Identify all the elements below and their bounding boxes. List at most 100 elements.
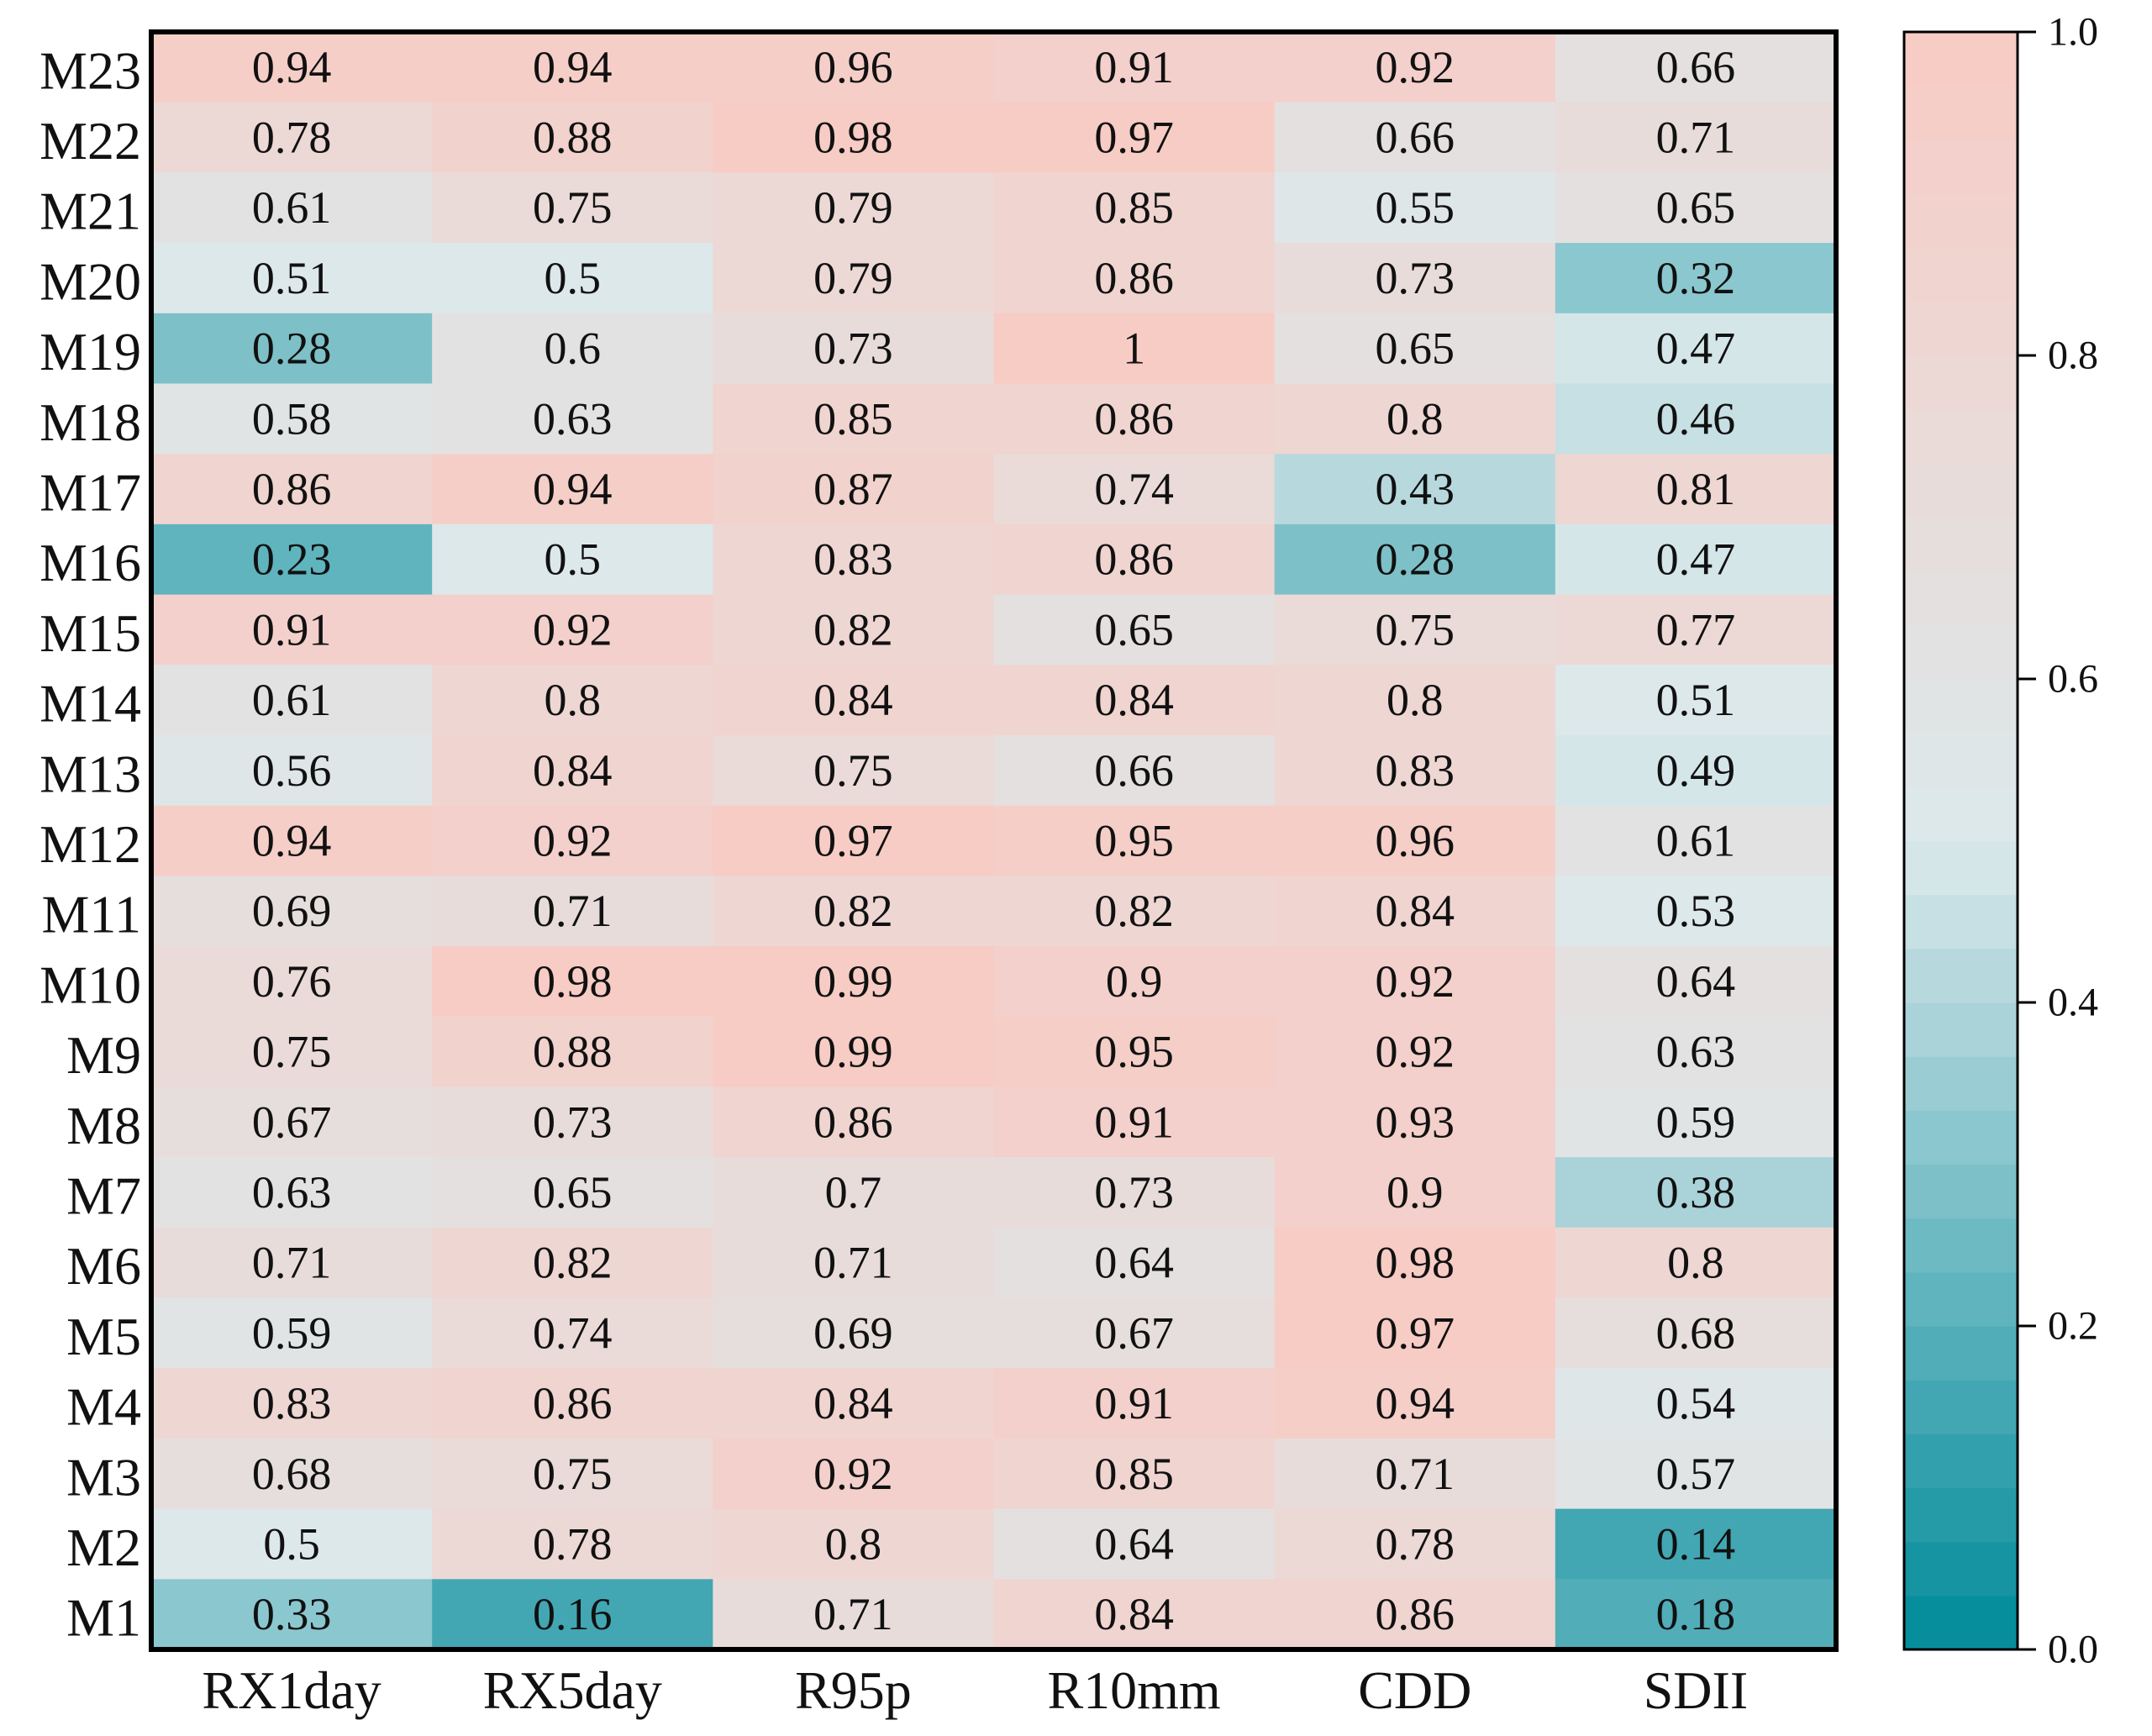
cell-value-label: 0.92	[533, 604, 613, 655]
cell-value-label: 0.94	[252, 42, 332, 92]
cell-value-label: 0.28	[1376, 534, 1455, 585]
heatmap-cell	[1274, 1368, 1556, 1439]
heatmap-cell	[432, 805, 713, 876]
row-label: M2	[66, 1518, 141, 1577]
heatmap-cell	[1274, 454, 1556, 525]
cell-value-label: 0.64	[1656, 956, 1736, 1007]
cell-value-label: 0.75	[1376, 604, 1455, 655]
heatmap-cell	[1555, 805, 1837, 876]
cell-value-label: 0.97	[1376, 1307, 1455, 1358]
heatmap-cell	[993, 313, 1276, 384]
heatmap-cell	[1555, 102, 1837, 173]
heatmap-cell	[713, 383, 994, 455]
cell-value-label: 0.91	[1094, 42, 1174, 92]
heatmap-cell	[1274, 243, 1556, 314]
heatmap-cell	[151, 1086, 433, 1158]
heatmap-cell	[993, 805, 1276, 876]
heatmap-cell	[432, 523, 713, 596]
heatmap-cell	[1274, 172, 1556, 244]
colorbar-band	[1904, 247, 2018, 302]
heatmap-cell	[432, 454, 713, 525]
heatmap-cell	[713, 805, 994, 876]
cell-value-label: 0.86	[1094, 253, 1174, 303]
cell-value-label: 0.67	[1094, 1307, 1174, 1358]
heatmap-cell	[1555, 665, 1837, 736]
heatmap-cell	[1555, 1157, 1837, 1228]
heatmap-cell	[151, 1227, 433, 1299]
cell-value-label: 0.74	[1094, 464, 1174, 514]
heatmap-cell	[1555, 243, 1837, 314]
heatmap-cell	[432, 1368, 713, 1439]
heatmap-cell	[1555, 313, 1837, 384]
heatmap-cell	[1555, 1227, 1837, 1299]
cell-value-label: 0.8	[1386, 675, 1444, 725]
cell-value-label: 0.95	[1094, 816, 1174, 866]
cell-value-label: 0.47	[1656, 534, 1736, 585]
colorbar-band	[1904, 1056, 2018, 1111]
heatmap-cell	[713, 454, 994, 525]
colorbar-band	[1904, 1110, 2018, 1165]
colorbar-frame	[1902, 30, 2019, 1651]
colorbar-band	[1904, 894, 2018, 950]
heatmap-cell	[151, 172, 433, 244]
cell-value-label: 0.65	[1094, 604, 1174, 655]
cell-value-label: 0.5	[263, 1518, 320, 1569]
heatmap-cell	[151, 1016, 433, 1087]
cell-value-label: 0.69	[252, 886, 332, 936]
heatmap-cell	[993, 102, 1276, 173]
heatmap-cell	[432, 1157, 713, 1228]
cell-value-label: 0.18	[1656, 1589, 1736, 1639]
cell-value-label: 0.69	[813, 1307, 893, 1358]
heatmap-cell	[993, 172, 1276, 244]
colorbar-tick-label: 0.2	[2048, 1304, 2098, 1349]
cell-value-label: 0.38	[1656, 1167, 1736, 1218]
heatmap-cell	[432, 1016, 713, 1087]
cell-value-label: 0.8	[545, 675, 602, 725]
cell-value-label: 0.8	[1667, 1238, 1724, 1288]
cell-value-label: 0.61	[1656, 816, 1736, 866]
heatmap-cell	[151, 1157, 433, 1228]
heatmap-cell	[151, 383, 433, 455]
heatmap-cell	[151, 32, 433, 103]
cell-value-label: 0.84	[813, 1378, 893, 1428]
cell-value-label: 0.94	[533, 464, 613, 514]
row-label: M5	[66, 1307, 141, 1366]
colorbar-band	[1904, 301, 2018, 356]
cell-value-label: 0.63	[1656, 1027, 1736, 1077]
heatmap-cell	[1274, 313, 1556, 384]
cell-value-label: 0.66	[1094, 745, 1174, 796]
heatmap-cell	[432, 32, 713, 103]
colorbar-band	[1904, 409, 2018, 464]
cell-value-label: 0.92	[1376, 1027, 1455, 1077]
cell-value-label: 0.65	[1376, 324, 1455, 374]
row-label: M8	[66, 1096, 141, 1155]
heatmap-cell	[1274, 1438, 1556, 1510]
colorbar-band	[1904, 840, 2018, 896]
heatmap-cell	[1555, 1579, 1837, 1650]
colorbar-band	[1904, 517, 2018, 572]
column-labels: RX1day RX5day R95p R10mm CDD SDII	[202, 1660, 1748, 1720]
heatmap-cell	[432, 1438, 713, 1510]
colorbar-band	[1904, 679, 2018, 734]
cell-value-label: 0.9	[1106, 956, 1163, 1007]
heatmap-cell	[713, 1438, 994, 1510]
cell-value-label: 0.68	[1656, 1307, 1736, 1358]
plot-frame	[149, 29, 1839, 1652]
cell-value-label: 0.9	[1386, 1167, 1444, 1218]
heatmap-cell	[151, 1508, 433, 1580]
cell-value-label: 0.92	[533, 816, 613, 866]
heatmap-cell	[432, 734, 713, 807]
cell-value-label: 0.7	[825, 1167, 882, 1218]
heatmap-cell	[151, 313, 433, 384]
row-label: M4	[66, 1377, 141, 1437]
heatmap-cell	[432, 243, 713, 314]
heatmap-cell	[1274, 946, 1556, 1018]
heatmap-cell	[993, 1297, 1276, 1369]
row-label: M15	[39, 603, 141, 663]
heatmap-cell	[1555, 734, 1837, 807]
heatmap-cell	[713, 1227, 994, 1299]
cell-value-label: 0.63	[533, 393, 613, 444]
cell-value-label: 0.75	[533, 1449, 613, 1499]
heatmap-cell	[1274, 594, 1556, 665]
column-label: RX5day	[483, 1660, 662, 1720]
